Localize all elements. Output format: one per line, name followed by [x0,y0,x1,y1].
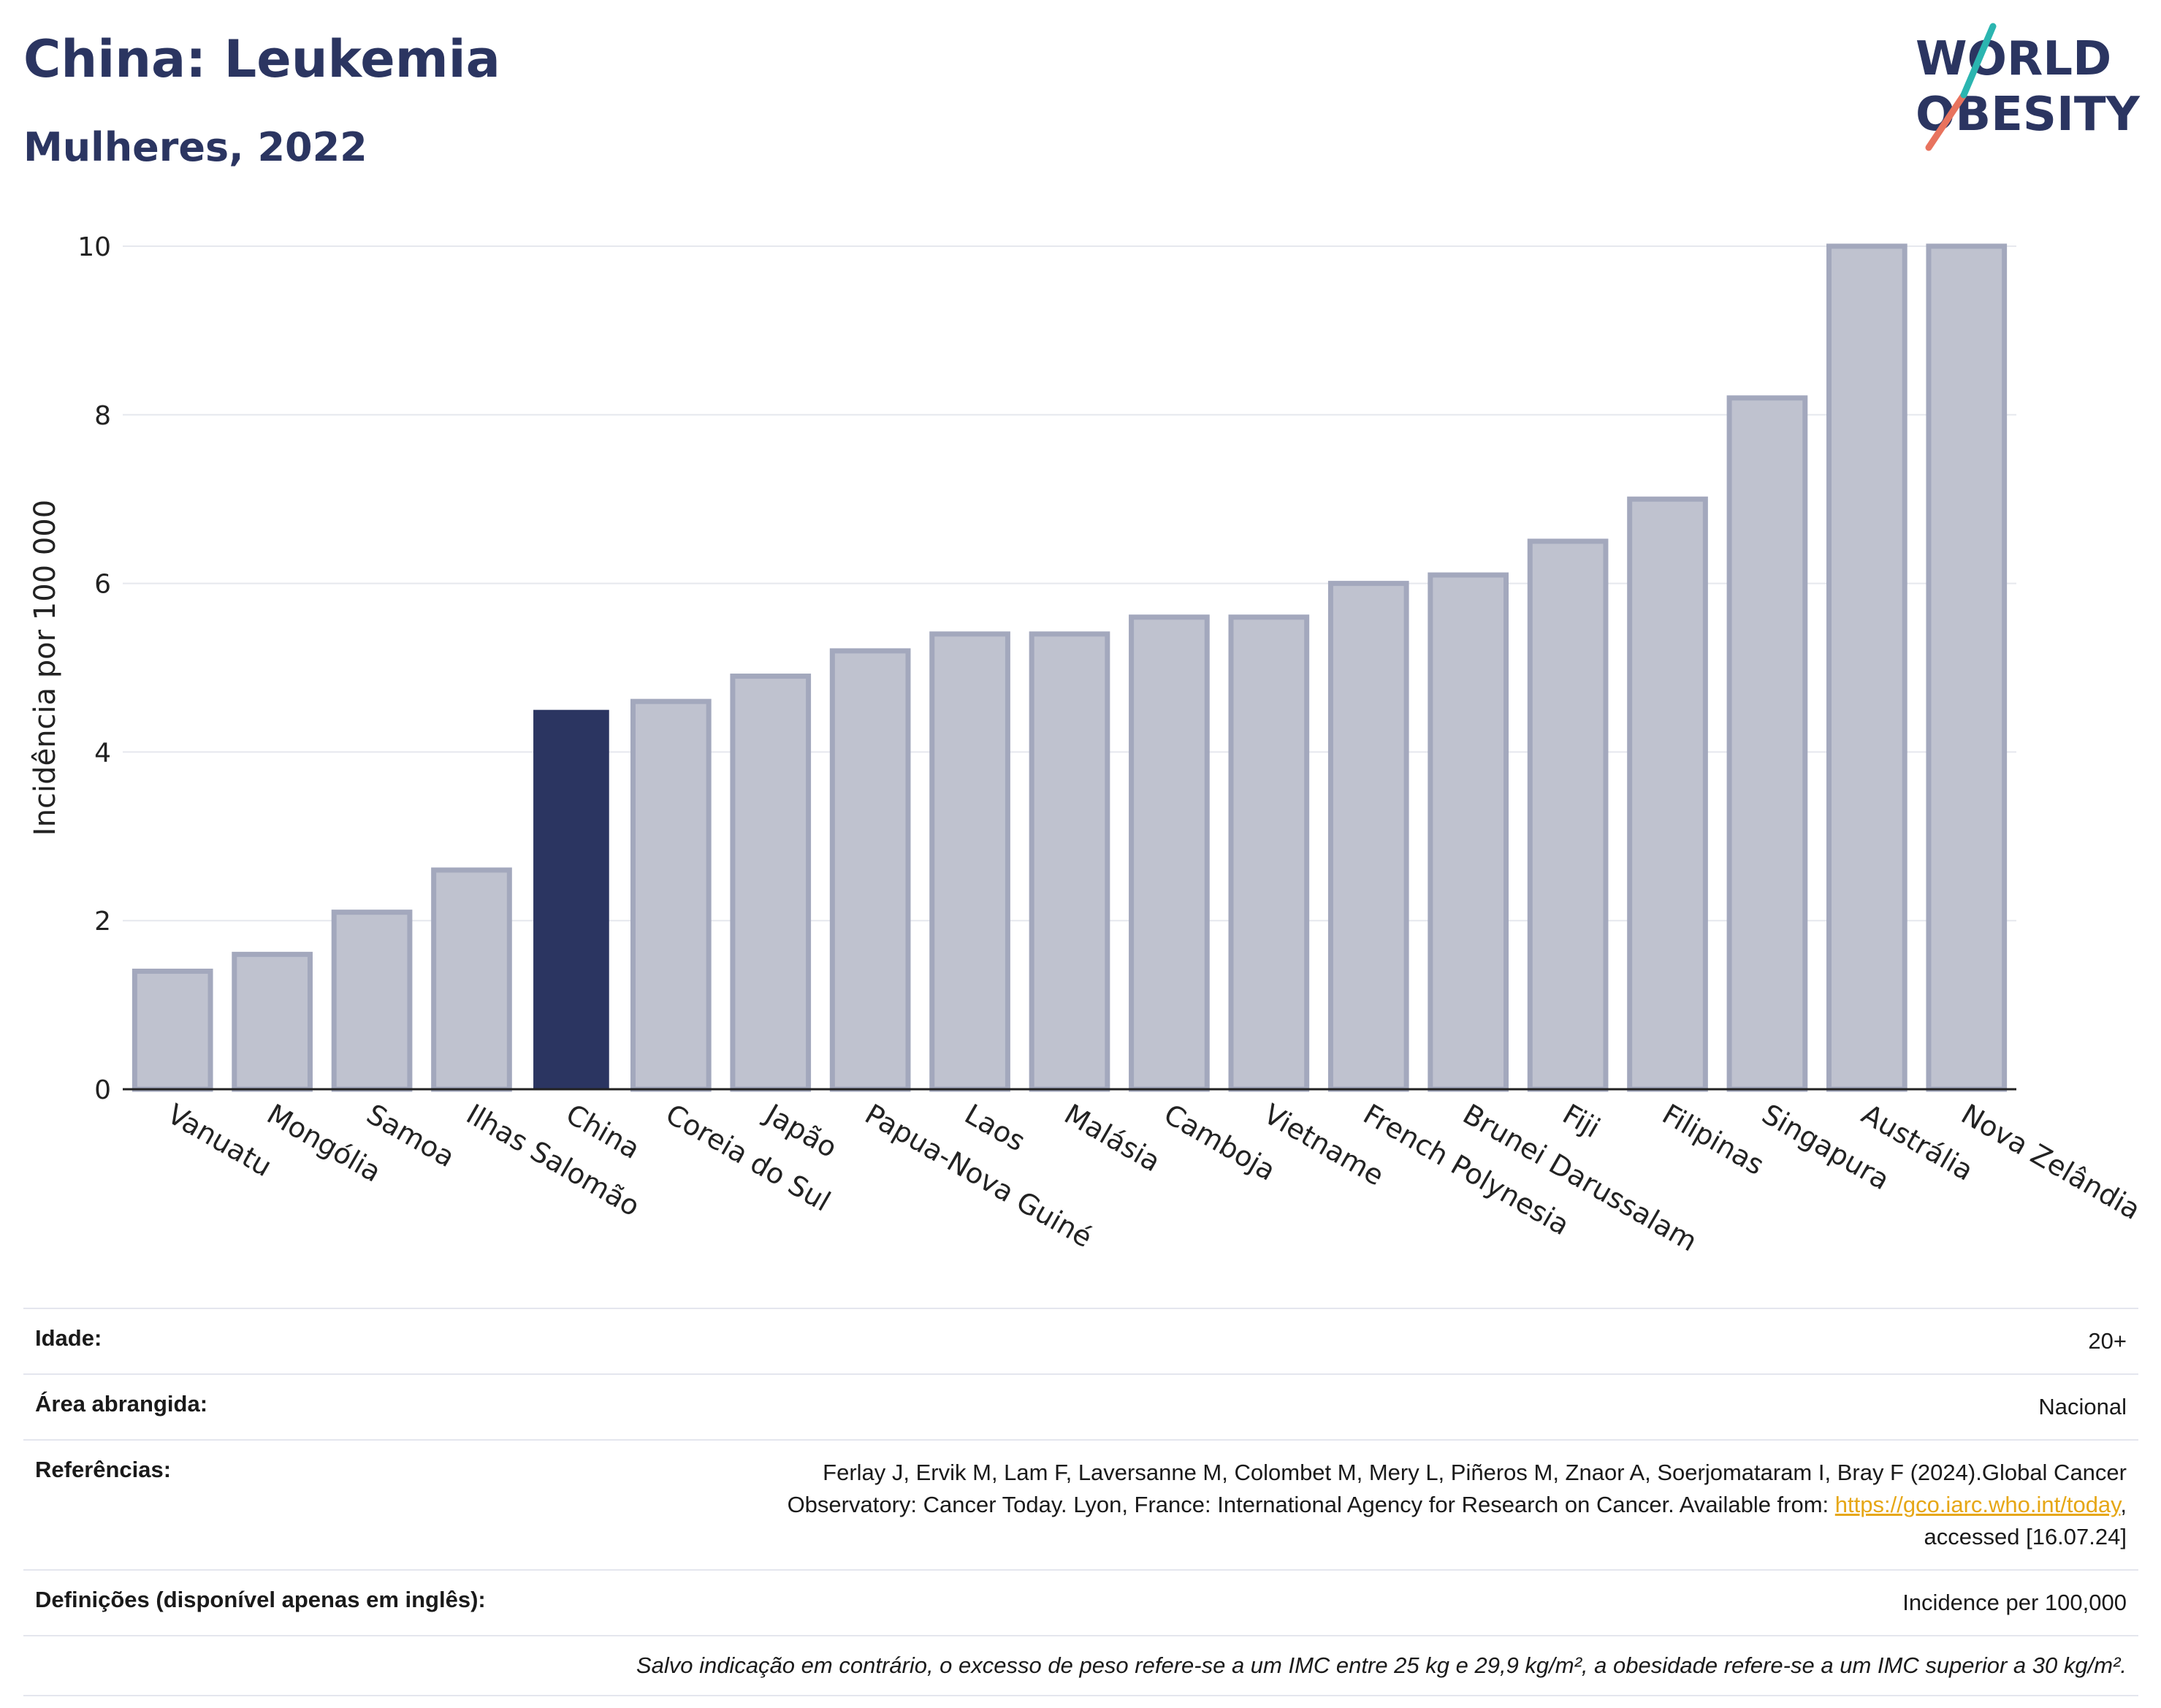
bar-vietname [1228,614,1310,1092]
y-tick-label: 6 [94,570,111,600]
references-text-1: Ferlay J, Ervik M, Lam F, Laversanne M, … [823,1460,2127,1485]
bar-mong-lia [232,951,313,1092]
references-value: Ferlay J, Ervik M, Lam F, Laversanne M, … [788,1457,2127,1553]
x-tick-label: Camboja [1159,1098,1281,1187]
age-value: 20+ [2088,1328,2127,1354]
references-text-3: , [2120,1492,2127,1517]
world-obesity-logo: WORLD OBESITY [1916,23,2140,151]
references-label: Referências: [35,1457,172,1482]
references-link[interactable]: https://gco.iarc.who.int/today [1834,1492,2121,1517]
bar-camboja [1129,614,1210,1092]
references-text-4: accessed [16.07.24] [1924,1524,2127,1549]
x-tick-label: Filipinas [1657,1098,1769,1181]
x-tick-label: Laos [959,1098,1031,1158]
area-value: Nacional [2038,1394,2127,1419]
definitions-label: Definições (disponível apenas em inglês)… [35,1587,486,1612]
x-tick-label: Ilhas Salomão [461,1098,645,1223]
area-label: Área abrangida: [35,1391,208,1417]
bar-brunei-darussalam [1428,572,1509,1092]
x-tick-label: Vanuatu [162,1098,278,1183]
y-axis-ticks: 0 2 4 6 8 10 [77,232,111,1105]
y-tick-label: 4 [94,738,111,768]
references-text-2: Observatory: Cancer Today. Lyon, France:… [787,1492,1835,1517]
bar-singapura [1726,395,1808,1092]
info-row-references: Referências: Ferlay J, Ervik M, Lam F, L… [23,1439,2138,1569]
bar-coreia-do-sul [630,698,712,1092]
x-tick-label: Nova Zelândia [1956,1098,2146,1227]
info-row-note: Salvo indicação em contrário, o excesso … [23,1635,2138,1696]
bar-vanuatu [132,968,213,1092]
bar-filipinas [1627,496,1708,1092]
bar-ilhas-salom-o [431,867,512,1092]
age-label: Idade: [35,1325,102,1351]
y-tick-label: 2 [94,907,111,937]
info-row-area: Área abrangida: Nacional [23,1373,2138,1439]
y-tick-label: 0 [94,1075,111,1105]
info-row-definitions: Definições (disponível apenas em inglês)… [23,1569,2138,1635]
definitions-value: Incidence per 100,000 [1902,1590,2127,1615]
bar-mal-sia [1029,631,1110,1092]
chart-subtitle: Mulheres, 2022 [23,124,367,170]
logo-slash-red [1925,91,1967,151]
bar-austr-lia [1826,243,1907,1092]
x-tick-label: Malásia [1059,1098,1166,1178]
bars [132,243,2008,1092]
x-tick-label: Coreia do Sul [660,1098,836,1218]
chart-title: China: Leukemia [23,29,500,89]
y-tick-label: 8 [94,401,111,431]
info-row-age: Idade: 20+ [23,1308,2138,1373]
x-tick-label: Fiji [1558,1098,1606,1144]
info-table: Idade: 20+ Área abrangida: Nacional Refe… [23,1308,2138,1696]
logo-text-world: WORLD [1916,32,2111,86]
bar-fiji [1527,538,1609,1092]
bar-china [533,709,609,1089]
bar-nova-zel-ndia [1926,243,2008,1092]
logo-slash-teal [1960,23,1997,99]
y-tick-label: 10 [77,232,111,262]
bar-papua-nova-guin- [829,648,911,1092]
bar-laos [929,631,1010,1092]
x-tick-label: Mongólia [262,1098,386,1189]
footnote: Salvo indicação em contrário, o excesso … [636,1652,2127,1678]
bar-french-polynesia [1327,581,1409,1092]
bar-samoa [331,910,413,1092]
y-axis-title: Incidência por 100 000 [28,500,62,836]
bar-jap-o [730,674,812,1092]
